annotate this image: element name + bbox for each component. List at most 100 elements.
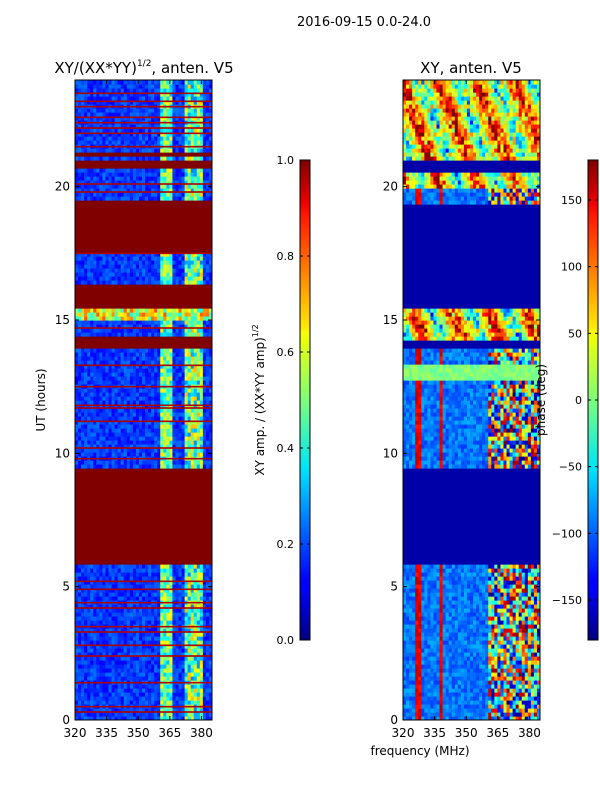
heatmap-cell: [111, 664, 116, 669]
heatmap-cell: [102, 428, 107, 433]
heatmap-cell: [132, 428, 137, 433]
heatmap-cell: [196, 596, 201, 601]
heatmap-cell: [148, 696, 152, 701]
heatmap-cell: [184, 596, 189, 601]
heatmap-cell: [193, 484, 198, 489]
heatmap-cell: [75, 536, 79, 541]
heatmap-cell: [93, 632, 97, 637]
heatmap-cell: [163, 596, 167, 601]
heatmap-cell: [138, 584, 143, 589]
heatmap-cell: [135, 328, 140, 333]
heatmap-cell: [141, 368, 146, 373]
heatmap-cell: [160, 660, 164, 665]
heatmap-cell: [166, 296, 170, 301]
heatmap-cell: [81, 580, 85, 585]
heatmap-cell: [181, 684, 186, 689]
heatmap-cell: [105, 392, 110, 397]
heatmap-cell: [178, 396, 183, 401]
heatmap-cell: [141, 356, 146, 361]
heatmap-cell: [111, 552, 116, 557]
heatmap-cell: [84, 540, 88, 545]
heatmap-cell: [169, 608, 174, 613]
heatmap-cell: [199, 608, 204, 613]
heatmap-cell: [105, 668, 110, 673]
heatmap-cell: [151, 424, 155, 429]
heatmap-cell: [117, 516, 122, 521]
heatmap-cell: [129, 644, 134, 649]
heatmap-cell: [75, 480, 79, 485]
heatmap-cell: [90, 616, 94, 621]
heatmap-cell: [154, 340, 158, 345]
heatmap-cell: [117, 444, 122, 449]
heatmap-cell: [154, 676, 158, 681]
heatmap-cell: [202, 664, 207, 669]
heatmap-cell: [126, 476, 131, 481]
heatmap-cell: [163, 400, 167, 405]
heatmap-cell: [84, 344, 88, 349]
heatmap-cell: [84, 420, 88, 425]
heatmap-cell: [108, 380, 113, 385]
heatmap-cell: [78, 452, 82, 457]
heatmap-cell: [202, 488, 207, 493]
heatmap-cell: [205, 276, 210, 281]
heatmap-cell: [75, 576, 79, 581]
heatmap-cell: [169, 536, 174, 541]
heatmap-cell: [81, 392, 85, 397]
heatmap-cell: [175, 620, 180, 625]
heatmap-cell: [187, 380, 192, 385]
heatmap-cell: [117, 668, 122, 673]
heatmap-cell: [81, 372, 85, 377]
heatmap-cell: [96, 692, 100, 697]
heatmap-cell: [202, 424, 207, 429]
heatmap-cell: [172, 424, 177, 429]
heatmap-cell: [181, 508, 186, 513]
heatmap-cell: [78, 500, 82, 505]
heatmap-cell: [123, 388, 128, 393]
heatmap-cell: [87, 348, 91, 353]
heatmap-cell: [175, 288, 180, 293]
heatmap-cell: [108, 472, 113, 477]
heatmap-cell: [99, 288, 103, 293]
heatmap-cell: [129, 528, 134, 533]
heatmap-cell: [187, 516, 192, 521]
heatmap-cell: [160, 448, 164, 453]
heatmap-cell: [123, 648, 128, 653]
heatmap-cell: [157, 484, 161, 489]
heatmap-cell: [123, 472, 128, 477]
heatmap-cell: [205, 672, 210, 677]
heatmap-cell: [169, 440, 174, 445]
heatmap-cell: [208, 596, 212, 601]
heatmap-cell: [135, 480, 140, 485]
heatmap-cell: [181, 660, 186, 665]
heatmap-cell: [105, 336, 110, 341]
heatmap-cell: [175, 488, 180, 493]
heatmap-cell: [90, 448, 94, 453]
heatmap-cell: [114, 448, 119, 453]
heatmap-cell: [108, 604, 113, 609]
heatmap-cell: [154, 512, 158, 517]
heatmap-cell: [93, 460, 97, 465]
heatmap-cell: [108, 364, 113, 369]
heatmap-cell: [145, 644, 149, 649]
heatmap-cell: [123, 580, 128, 585]
heatmap-cell: [178, 324, 183, 329]
heatmap-cell: [126, 324, 131, 329]
heatmap-cell: [96, 664, 100, 669]
heatmap-cell: [90, 476, 94, 481]
heatmap-cell: [193, 492, 198, 497]
heatmap-cell: [148, 408, 152, 413]
heatmap-cell: [208, 396, 212, 401]
heatmap-cell: [129, 628, 134, 633]
heatmap-cell: [166, 284, 170, 289]
heatmap-cell: [90, 416, 94, 421]
heatmap-cell: [138, 480, 143, 485]
heatmap-cell: [160, 532, 164, 537]
heatmap-cell: [166, 696, 170, 701]
heatmap-cell: [175, 428, 180, 433]
heatmap-cell: [78, 512, 82, 517]
heatmap-cell: [184, 300, 189, 305]
heatmap-cell: [129, 612, 134, 617]
heatmap-cell: [148, 540, 152, 545]
heatmap-cell: [93, 556, 97, 561]
heatmap-cell: [120, 288, 125, 293]
